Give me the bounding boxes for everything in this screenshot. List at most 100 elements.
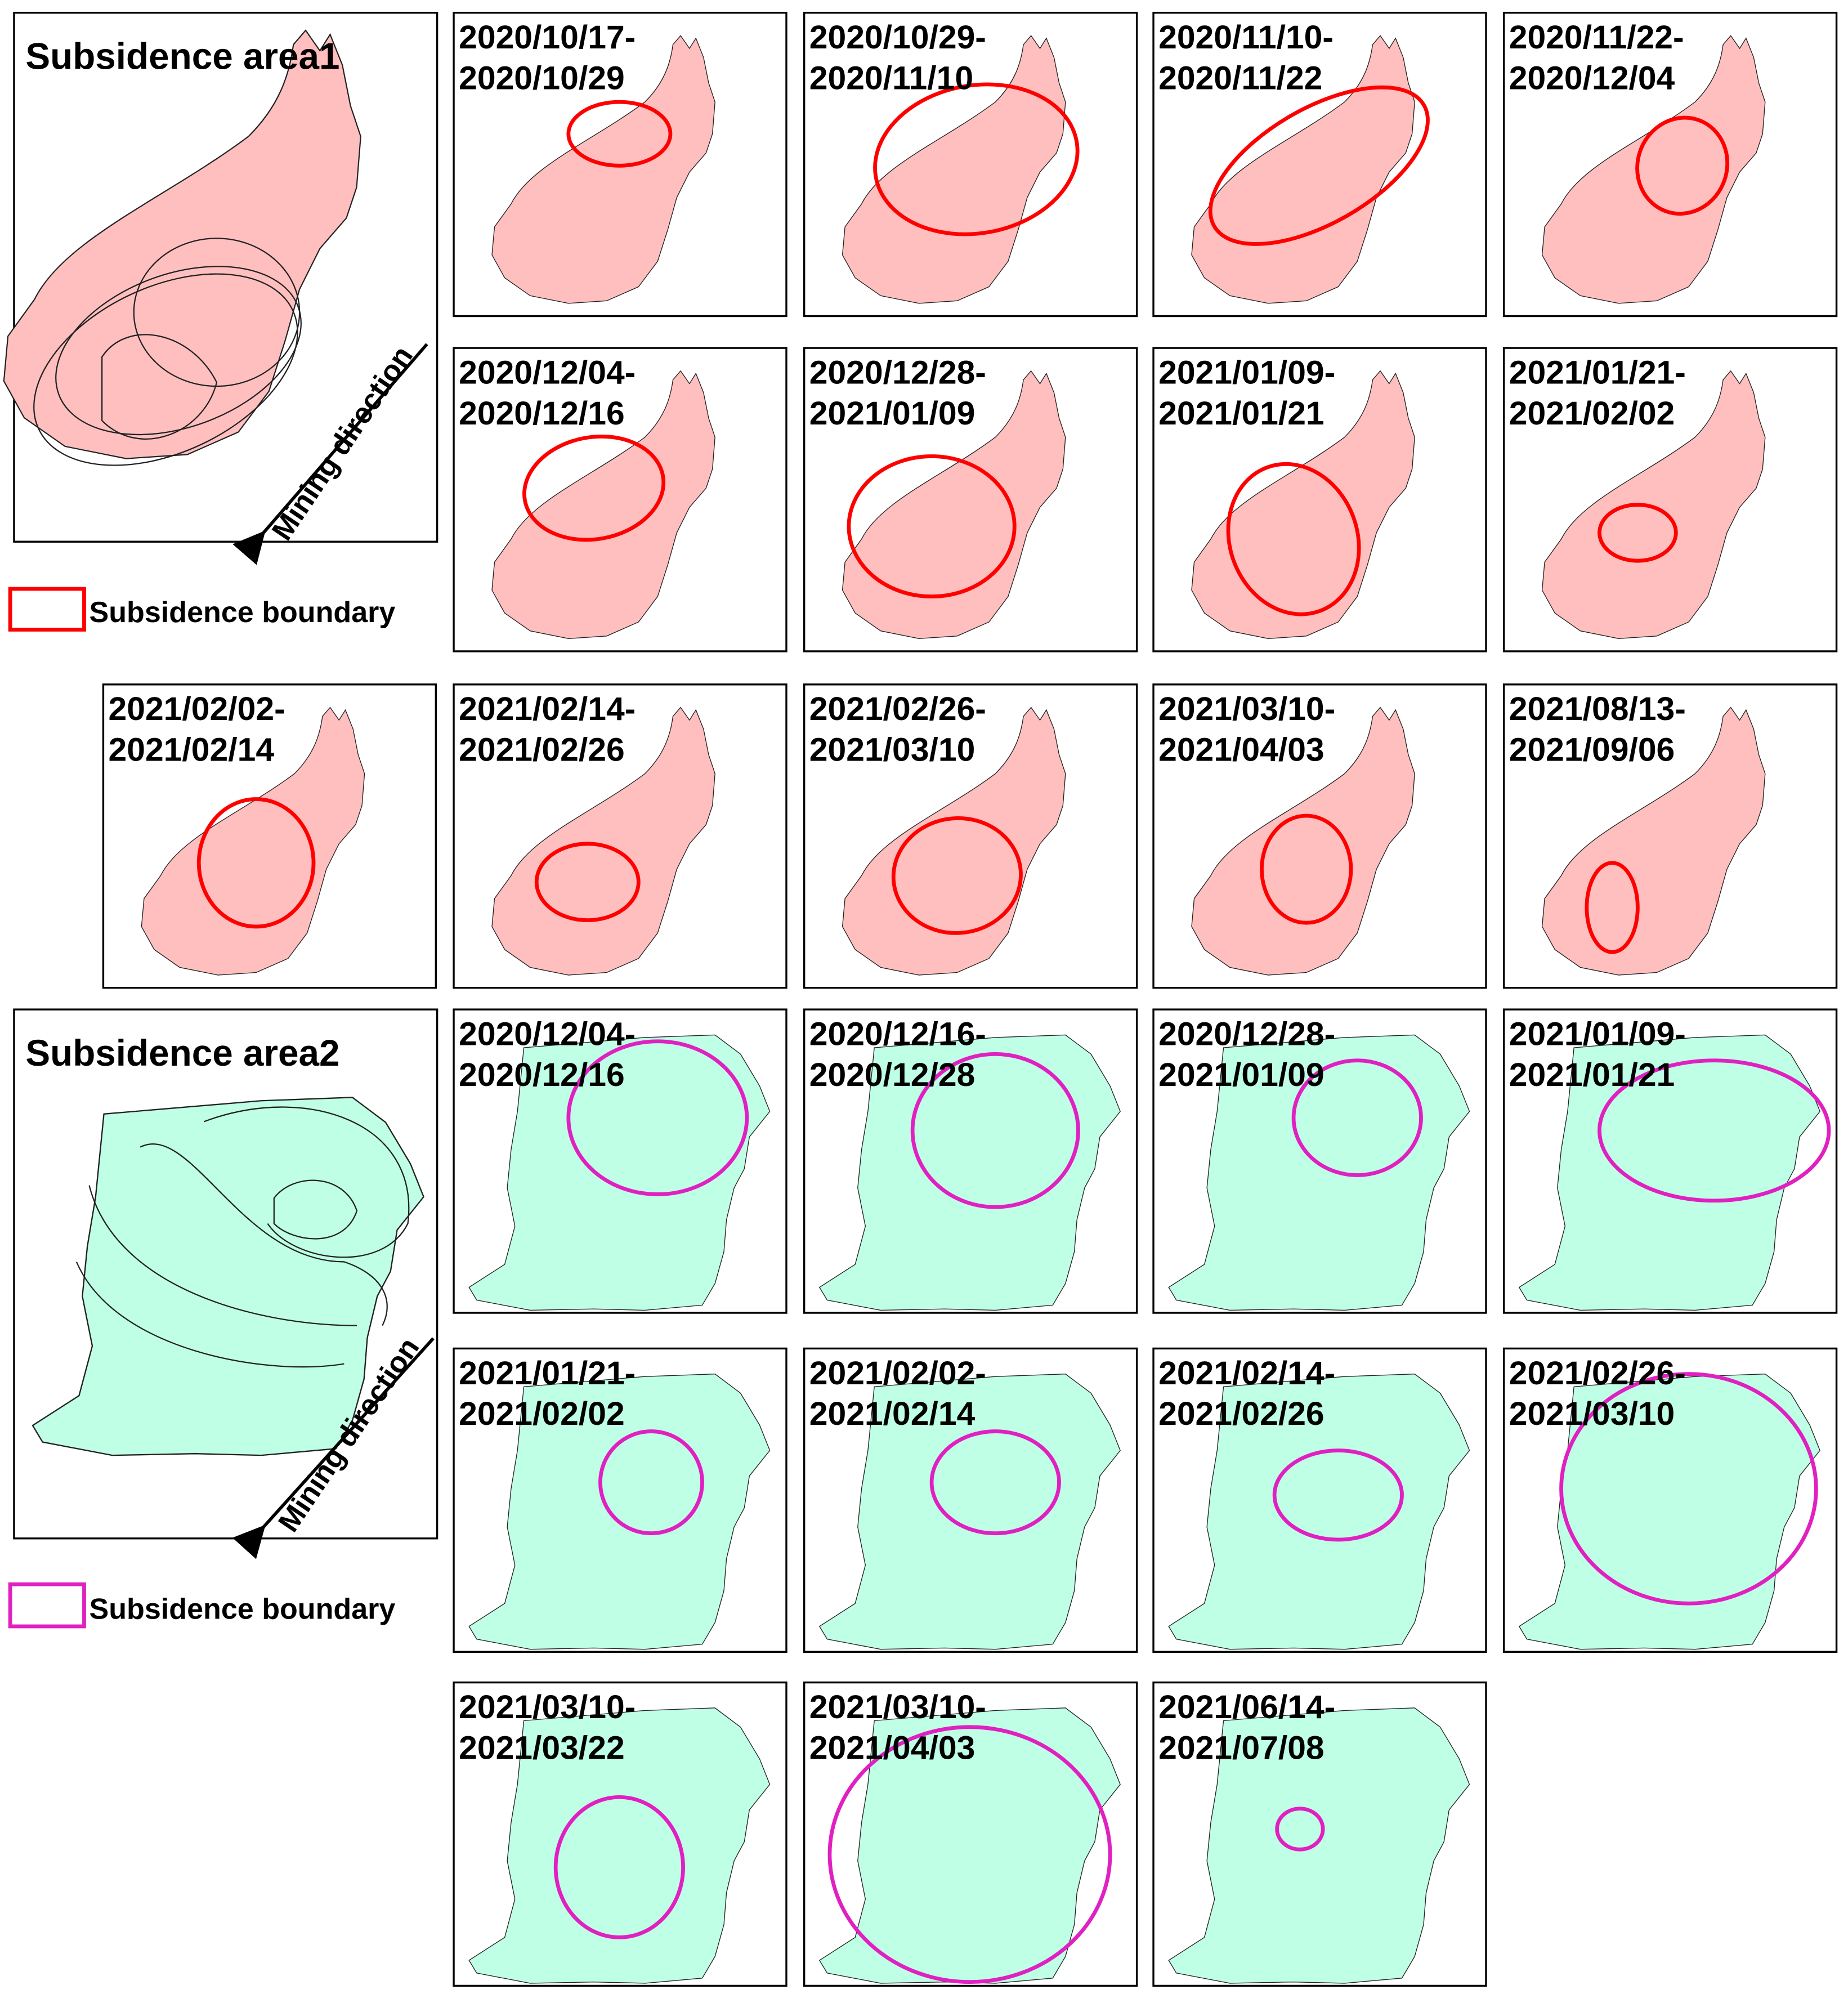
map-panel: 2020/10/29- 2020/11/10: [803, 11, 1138, 318]
map-panel: 2021/02/02- 2021/02/14: [102, 683, 437, 989]
subsidence-boundary: [1635, 115, 1730, 216]
date-end: 2020/11/10: [809, 60, 973, 96]
map-panel: 2021/01/09- 2021/01/21: [1502, 1008, 1838, 1314]
map-panel: 2021/02/26- 2021/03/10: [1502, 1347, 1838, 1653]
map-panel: 2021/03/10- 2021/04/03: [1152, 683, 1487, 989]
date-end: 2021/01/21: [1158, 395, 1325, 432]
map-panel: 2021/01/21- 2021/02/02: [453, 1347, 787, 1653]
date-start: 2021/01/21-: [1509, 354, 1686, 391]
subsidence-boundary: [1559, 1372, 1818, 1606]
date-start: 2021/02/26-: [1509, 1355, 1686, 1392]
date-start: 2020/12/04-: [459, 1016, 636, 1053]
subsidence-boundary: [1208, 85, 1430, 246]
map-panel: 2020/11/10- 2020/11/22: [1152, 11, 1487, 318]
subsidence-boundary: [553, 1795, 685, 1939]
overview-boundaries: [75, 1106, 410, 1368]
date-start: 2021/02/02-: [809, 1355, 986, 1392]
map-panel: 2020/12/04- 2020/12/16: [453, 1008, 787, 1314]
subsidence-boundary: [891, 816, 1023, 935]
area-title: Subsidence area2: [25, 1032, 339, 1074]
area-title: Subsidence area1: [25, 35, 339, 77]
subsidence-boundary: [873, 82, 1080, 236]
date-end: 2021/01/21: [1509, 1057, 1675, 1093]
map-panel: 2021/02/14- 2021/02/26: [1152, 1347, 1487, 1653]
date-end: 2021/02/14: [108, 732, 274, 768]
date-start: 2020/12/28-: [809, 354, 986, 391]
date-start: 2021/02/14-: [1158, 1355, 1335, 1392]
date-start: 2021/02/26-: [809, 691, 986, 727]
date-start: 2021/01/21-: [459, 1355, 636, 1392]
subsidence-boundary: [1226, 462, 1361, 616]
map-panel: 2021/06/14- 2021/07/08: [1152, 1681, 1487, 1987]
date-start: 2020/10/29-: [809, 19, 986, 56]
date-end: 2021/03/22: [459, 1729, 625, 1766]
subsidence-boundary: [566, 1039, 749, 1196]
date-start: 2020/12/04-: [459, 354, 636, 391]
date-start: 2020/12/28-: [1158, 1016, 1335, 1053]
date-end: 2021/02/14: [809, 1396, 976, 1432]
legend-label: Subsidence boundary: [90, 596, 396, 629]
map-panel: 2021/02/02- 2021/02/14: [803, 1347, 1138, 1653]
date-end: 2021/09/06: [1509, 732, 1675, 768]
map-panel: 2021/01/21- 2021/02/02: [1502, 347, 1838, 652]
date-end: 2020/12/04: [1509, 60, 1675, 96]
date-start: 2021/08/13-: [1509, 691, 1686, 727]
date-end: 2021/07/08: [1158, 1729, 1325, 1766]
date-end: 2021/01/09: [809, 395, 976, 432]
date-end: 2020/12/16: [459, 1057, 625, 1093]
map-panel: 2020/11/22- 2020/12/04: [1502, 11, 1838, 318]
date-end: 2021/02/26: [459, 732, 625, 768]
subsidence-boundary: [929, 1429, 1061, 1536]
subsidence-boundary: [1598, 1058, 1831, 1203]
subsidence-boundary: [1291, 1058, 1423, 1177]
map-panel: 2021/03/10- 2021/03/22: [453, 1681, 787, 1987]
date-start: 2021/01/09-: [1158, 354, 1335, 391]
date-start: 2021/02/02-: [108, 691, 285, 727]
subsidence-boundary: [1260, 813, 1353, 925]
map-panel: 2021/02/14- 2021/02/26: [453, 683, 787, 989]
date-start: 2020/12/16-: [809, 1016, 986, 1053]
area2-overview: Subsidence area2 Mining direction: [13, 1008, 438, 1559]
subsidence-boundary: [196, 797, 316, 929]
subsidence-boundary: [847, 454, 1017, 598]
subsidence-boundary: [566, 100, 673, 168]
map-panel: 2021/02/26- 2021/03/10: [803, 683, 1138, 989]
date-end: 2021/03/10: [809, 732, 976, 768]
map-panel: 2020/12/16- 2020/12/28: [803, 1008, 1138, 1314]
map-panel: 2020/12/28- 2021/01/09: [803, 347, 1138, 652]
legend-swatch: [8, 587, 86, 632]
legend-swatch: [8, 1582, 86, 1629]
subsidence-boundary: [598, 1429, 704, 1536]
subsidence-boundary: [1272, 1448, 1404, 1542]
date-start: 2020/10/17-: [459, 19, 636, 56]
map-panel: 2021/03/10- 2021/04/03: [803, 1681, 1138, 1987]
date-end: 2021/02/26: [1158, 1396, 1325, 1432]
date-end: 2021/04/03: [809, 1729, 976, 1766]
overview-boundaries: [33, 238, 302, 466]
date-end: 2021/01/09: [1158, 1057, 1325, 1093]
subsidence-boundary: [910, 1052, 1080, 1209]
subsidence-boundary: [1598, 503, 1678, 563]
date-start: 2021/03/10-: [1158, 691, 1335, 727]
subsidence-boundary: [1275, 1807, 1325, 1852]
date-end: 2021/03/10: [1509, 1396, 1675, 1432]
direction-arrow: [232, 343, 428, 565]
map-panel: 2020/10/17- 2020/10/29: [453, 11, 787, 318]
subsidence-boundary: [522, 434, 666, 542]
map-panel: 2020/12/04- 2020/12/16: [453, 347, 787, 652]
date-end: 2021/02/02: [1509, 395, 1675, 432]
date-start: 2021/03/10-: [809, 1689, 986, 1725]
area1-overview: Subsidence area1 Mining direction: [3, 11, 438, 565]
date-start: 2021/06/14-: [1158, 1689, 1335, 1725]
subsidence-boundary: [1585, 861, 1640, 954]
date-start: 2020/11/22-: [1509, 19, 1684, 56]
map-panel: 2021/01/09- 2021/01/21: [1152, 347, 1487, 652]
map-panel: 2020/12/28- 2021/01/09: [1152, 1008, 1487, 1314]
subsidence-boundary: [534, 842, 641, 923]
map-panel: 2021/08/13- 2021/09/06: [1502, 683, 1838, 989]
legend-label: Subsidence boundary: [90, 1593, 396, 1625]
date-start: 2021/03/10-: [459, 1689, 636, 1725]
date-start: 2021/01/09-: [1509, 1016, 1686, 1053]
date-start: 2020/11/10-: [1158, 19, 1334, 56]
